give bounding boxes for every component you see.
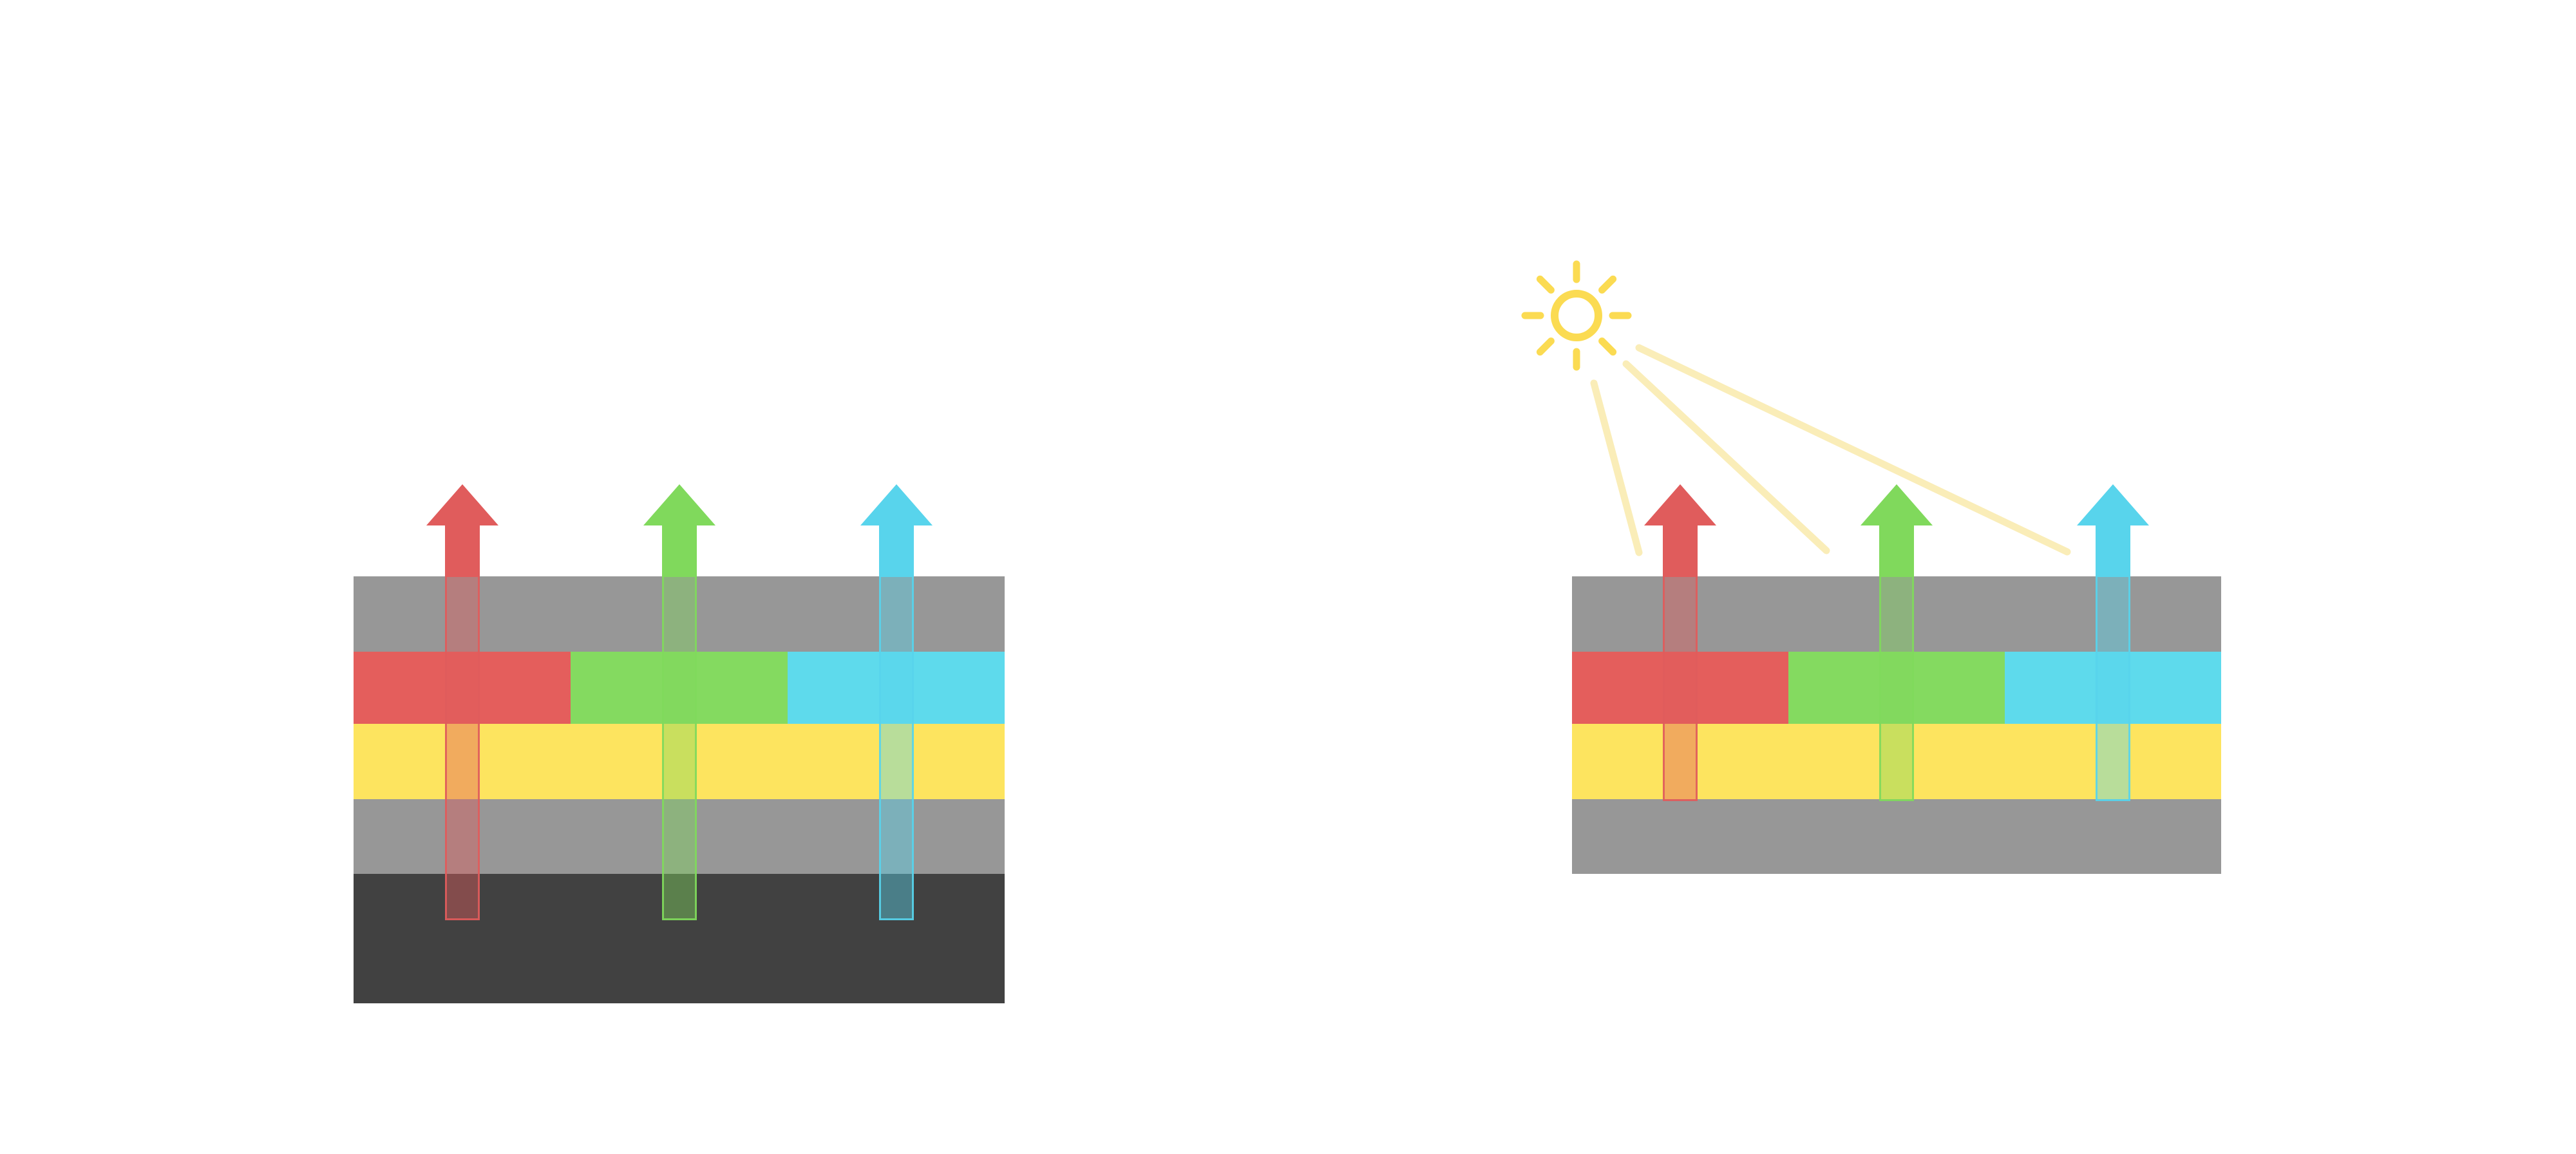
green-arrow-stem-translucent — [662, 576, 697, 920]
green-arrow-head — [643, 484, 715, 525]
sun-disc — [1551, 290, 1602, 341]
subpixel-red — [1572, 652, 1788, 724]
red-arrow-stem-translucent — [1663, 576, 1698, 801]
blue-arrow-stem-translucent — [2096, 576, 2130, 801]
green-arrow-stem — [1879, 524, 1914, 577]
red-arrow-stem — [445, 524, 480, 577]
blue-arrow-head — [2077, 484, 2149, 525]
subpixel-blue — [788, 652, 1005, 724]
blue-arrow-head — [860, 484, 933, 525]
subpixel-green — [1788, 652, 2005, 724]
green-arrow-head — [1861, 484, 1933, 525]
red-arrow-stem — [1663, 524, 1698, 577]
sun-rays — [1521, 260, 1632, 371]
layer-yellow — [354, 724, 1005, 799]
layer-top-gray — [1572, 576, 2221, 652]
layer-top-gray — [354, 576, 1005, 652]
red-arrow-stem-translucent — [445, 576, 480, 920]
red-arrow-head — [1644, 484, 1716, 525]
subpixel-red — [354, 652, 571, 724]
sun-icon — [1521, 260, 1632, 371]
subpixel-blue — [2005, 652, 2221, 724]
sun-ray-sw — [1536, 337, 1555, 356]
sun-ray-se — [1598, 337, 1617, 356]
layer-dark-base — [354, 874, 1005, 1003]
layer-yellow — [1572, 724, 2221, 799]
sunlight-beam-1 — [1590, 379, 1643, 556]
sun-ray-nw — [1536, 275, 1555, 294]
subpixel-green — [571, 652, 788, 724]
layer-mid-gray — [354, 799, 1005, 874]
red-arrow-head — [426, 484, 498, 525]
sun-ray-ne — [1598, 275, 1617, 294]
blue-arrow-stem — [2096, 524, 2130, 577]
green-arrow-stem-translucent — [1879, 576, 1914, 801]
layer-bottom-gray — [1572, 799, 2221, 874]
blue-arrow-stem-translucent — [879, 576, 914, 920]
blue-arrow-stem — [879, 524, 914, 577]
green-arrow-stem — [662, 524, 697, 577]
